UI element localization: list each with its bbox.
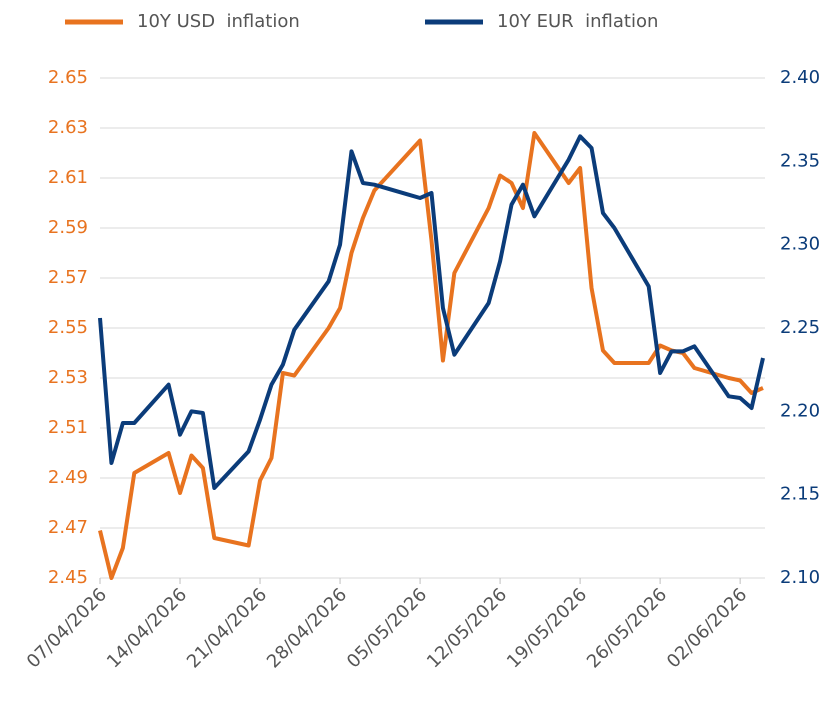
y2-tick-label: 2.40 (780, 67, 820, 88)
data-line (98, 134, 765, 490)
x-tick-label: 12/05/2026 (423, 584, 511, 672)
y-tick-label: 2.55 (48, 317, 88, 338)
y2-tick-label: 2.20 (780, 400, 820, 421)
y-tick-label: 2.47 (48, 517, 88, 538)
y2-tick-label: 2.10 (780, 567, 820, 588)
x-tick-label: 26/05/2026 (583, 584, 671, 672)
x-tick-label: 21/04/2026 (183, 584, 271, 672)
y-tick-label: 2.45 (48, 567, 88, 588)
x-tick-label: 28/04/2026 (263, 584, 351, 672)
y-tick-label: 2.51 (48, 417, 88, 438)
legend-label: 10Y USD inflation (137, 11, 300, 32)
y-tick-label: 2.57 (48, 267, 88, 288)
y-tick-label: 2.63 (48, 117, 88, 138)
y2-tick-label: 2.35 (780, 150, 820, 171)
y-tick-label: 2.49 (48, 467, 88, 488)
y-tick-label: 2.59 (48, 217, 88, 238)
x-tick-label: 02/06/2026 (663, 584, 751, 672)
x-tick-label: 05/05/2026 (343, 584, 431, 672)
data-line (98, 131, 764, 580)
y2-tick-label: 2.30 (780, 234, 820, 255)
legend-label: 10Y EUR inflation (497, 11, 658, 32)
x-tick-label: 07/04/2026 (23, 584, 111, 672)
x-tick-label: 19/05/2026 (503, 584, 591, 672)
y-tick-label: 2.53 (48, 367, 88, 388)
x-tick-label: 14/04/2026 (103, 584, 191, 672)
y2-tick-label: 2.15 (780, 484, 820, 505)
y2-tick-label: 2.25 (780, 317, 820, 338)
y-tick-label: 2.65 (48, 67, 88, 88)
y-tick-label: 2.61 (48, 167, 88, 188)
